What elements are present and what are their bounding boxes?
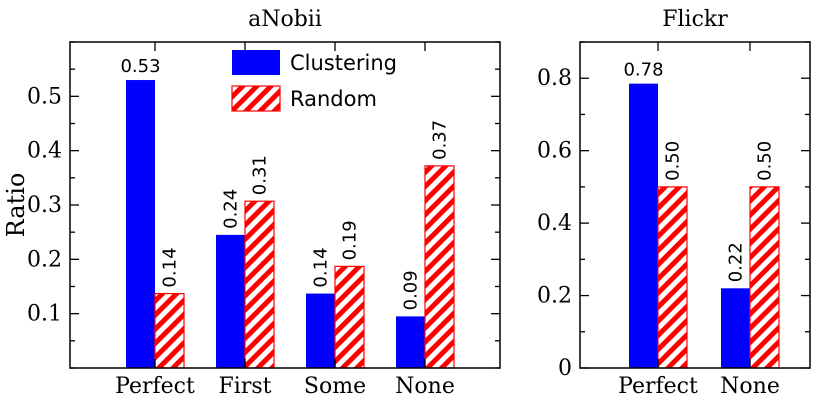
anobii-bar-clustering-perfect <box>126 80 155 368</box>
anobii-y-tick-label: 0.3 <box>27 193 62 218</box>
anobii-y-tick-label: 0.5 <box>27 84 62 109</box>
anobii-x-tick-label-perfect: Perfect <box>115 374 195 399</box>
legend-swatch-clustering <box>232 50 280 75</box>
flickr-bar-clustering-perfect <box>629 84 658 368</box>
anobii-bar-random-none <box>425 166 454 368</box>
flickr-value-label-random-none: 0.50 <box>755 141 776 181</box>
flickr-x-tick-label-none: None <box>720 374 780 399</box>
anobii-value-label-random-some: 0.19 <box>340 220 361 260</box>
flickr-bar-clustering-none <box>721 288 750 368</box>
anobii-y-tick-label: 0.2 <box>27 247 62 272</box>
anobii-value-label-random-first: 0.31 <box>250 155 271 195</box>
flickr-y-tick-label: 0.6 <box>537 139 572 164</box>
anobii-bar-random-perfect <box>155 294 184 368</box>
anobii-value-label-random-none: 0.37 <box>430 120 451 160</box>
flickr-chart-title: Flickr <box>662 7 728 32</box>
anobii-value-label-clustering-perfect: 0.53 <box>120 56 160 77</box>
anobii-value-label-clustering-some: 0.14 <box>311 247 332 287</box>
anobii-value-label-clustering-none: 0.09 <box>401 270 422 310</box>
anobii-y-tick-label: 0.1 <box>27 302 62 327</box>
anobii-value-label-clustering-first: 0.24 <box>221 189 242 229</box>
flickr-y-tick-label: 0.8 <box>537 66 572 91</box>
flickr-panel: Flickr 0.78 0.50 Perfect 0.22 0.50 None 0 0.2 0.4… <box>537 7 810 399</box>
flickr-value-label-clustering-none: 0.22 <box>726 242 747 282</box>
anobii-panel: aNobii Ratio 0.53 0.14 Perfect 0.24 0.31 First 0… <box>2 7 500 399</box>
anobii-bar-clustering-some <box>306 294 335 368</box>
anobii-value-label-random-perfect: 0.14 <box>160 247 181 287</box>
anobii-x-tick-label-none: None <box>395 374 455 399</box>
anobii-x-tick-label-first: First <box>219 374 272 399</box>
anobii-x-tick-label-some: Some <box>304 374 366 399</box>
anobii-y-tick-label: 0.4 <box>27 139 62 164</box>
anobii-legend: Clustering Random <box>232 50 397 111</box>
anobii-chart-title: aNobii <box>248 7 322 32</box>
flickr-bar-random-perfect <box>658 187 687 368</box>
flickr-value-label-clustering-perfect: 0.78 <box>623 60 663 81</box>
anobii-bar-clustering-none <box>396 316 425 368</box>
flickr-bar-random-none <box>750 187 779 368</box>
legend-label-random: Random <box>290 87 377 111</box>
anobii-bar-clustering-first <box>216 235 245 368</box>
flickr-y-tick-label: 0 <box>558 356 572 381</box>
legend-swatch-random <box>232 86 280 111</box>
chart-figure: aNobii Ratio 0.53 0.14 Perfect 0.24 0.31 First 0… <box>0 0 830 400</box>
flickr-x-tick-label-perfect: Perfect <box>618 374 698 399</box>
flickr-value-label-random-perfect: 0.50 <box>663 141 684 181</box>
anobii-bar-random-first <box>245 201 274 368</box>
flickr-y-tick-label: 0.4 <box>537 211 572 236</box>
anobii-bar-random-some <box>335 266 364 368</box>
anobii-y-axis-label: Ratio <box>2 173 30 238</box>
flickr-y-tick-label: 0.2 <box>537 284 572 309</box>
legend-label-clustering: Clustering <box>290 51 397 75</box>
